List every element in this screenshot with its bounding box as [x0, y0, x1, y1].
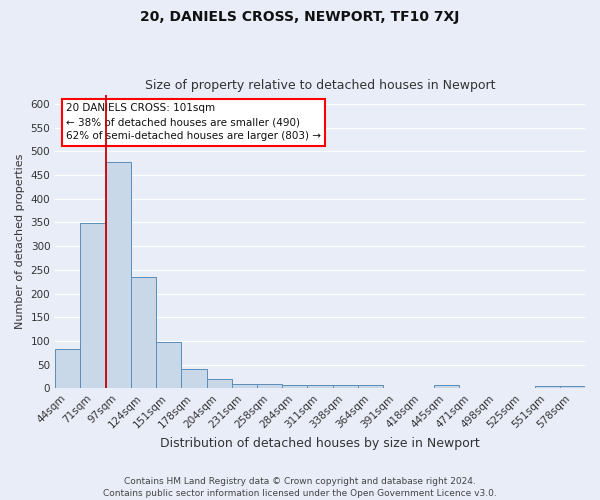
Bar [332, 386, 358, 388]
Bar [131, 277, 156, 388]
Bar [206, 379, 232, 388]
Bar [282, 385, 307, 388]
Bar [55, 350, 80, 389]
Bar [560, 386, 585, 388]
Bar [181, 370, 206, 388]
Bar [106, 162, 131, 388]
Text: 20 DANIELS CROSS: 101sqm
← 38% of detached houses are smaller (490)
62% of semi-: 20 DANIELS CROSS: 101sqm ← 38% of detach… [66, 104, 321, 142]
X-axis label: Distribution of detached houses by size in Newport: Distribution of detached houses by size … [160, 437, 480, 450]
Bar [257, 384, 282, 388]
Bar [535, 386, 560, 388]
Title: Size of property relative to detached houses in Newport: Size of property relative to detached ho… [145, 79, 496, 92]
Bar [358, 386, 383, 388]
Bar [80, 224, 106, 388]
Bar [307, 386, 332, 388]
Bar [232, 384, 257, 388]
Bar [434, 386, 459, 388]
Text: 20, DANIELS CROSS, NEWPORT, TF10 7XJ: 20, DANIELS CROSS, NEWPORT, TF10 7XJ [140, 10, 460, 24]
Text: Contains HM Land Registry data © Crown copyright and database right 2024.
Contai: Contains HM Land Registry data © Crown c… [103, 476, 497, 498]
Bar [156, 342, 181, 388]
Y-axis label: Number of detached properties: Number of detached properties [15, 154, 25, 329]
